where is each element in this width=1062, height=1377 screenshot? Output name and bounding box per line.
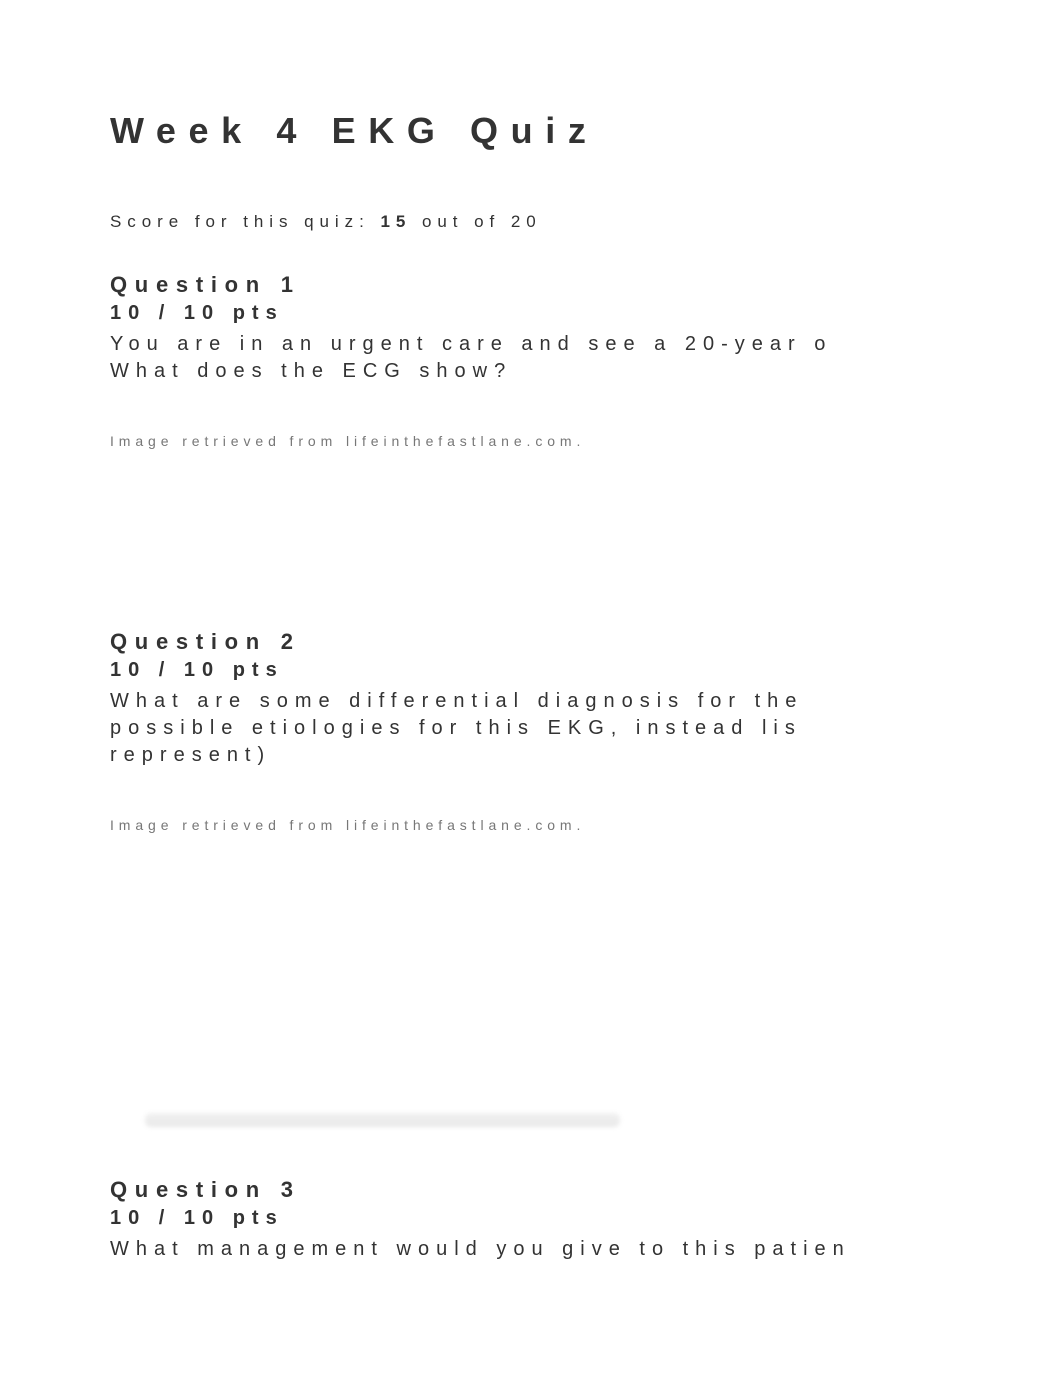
score-prefix: Score for this quiz: xyxy=(110,212,380,231)
score-value: 15 xyxy=(380,212,411,231)
question-1-body-line2: What does the ECG show? xyxy=(110,358,1062,385)
question-1-body-line1: You are in an urgent care and see a 20-y… xyxy=(110,331,1062,358)
question-2-body-line3: represent) xyxy=(110,742,1062,769)
question-1-image-note: Image retrieved from lifeinthefastlane.c… xyxy=(110,433,1062,449)
question-3-body-line1: What management would you give to this p… xyxy=(110,1236,1062,1263)
page: Week 4 EKG Quiz Score for this quiz: 15 … xyxy=(0,0,1062,1343)
question-1-pts: 10 / 10 pts xyxy=(110,302,1062,325)
question-2-image-note: Image retrieved from lifeinthefastlane.c… xyxy=(110,817,1062,833)
score-outof: out of 20 xyxy=(411,212,541,231)
question-3-title: Question 3 xyxy=(110,1177,1062,1203)
question-2: Question 2 10 / 10 pts What are some dif… xyxy=(110,629,1062,833)
question-1-title: Question 1 xyxy=(110,272,1062,298)
question-2-body-line1: What are some differential diagnosis for… xyxy=(110,688,1062,715)
blurred-redaction xyxy=(145,1113,620,1127)
question-2-body-line2: possible etiologies for this EKG, instea… xyxy=(110,715,1062,742)
question-3: Question 3 10 / 10 pts What management w… xyxy=(110,1177,1062,1263)
spacer xyxy=(110,853,1062,1113)
spacer xyxy=(110,469,1062,629)
score-line: Score for this quiz: 15 out of 20 xyxy=(110,212,1062,232)
page-title: Week 4 EKG Quiz xyxy=(110,110,1062,152)
question-1: Question 1 10 / 10 pts You are in an urg… xyxy=(110,272,1062,449)
question-2-title: Question 2 xyxy=(110,629,1062,655)
question-2-pts: 10 / 10 pts xyxy=(110,659,1062,682)
question-3-pts: 10 / 10 pts xyxy=(110,1207,1062,1230)
